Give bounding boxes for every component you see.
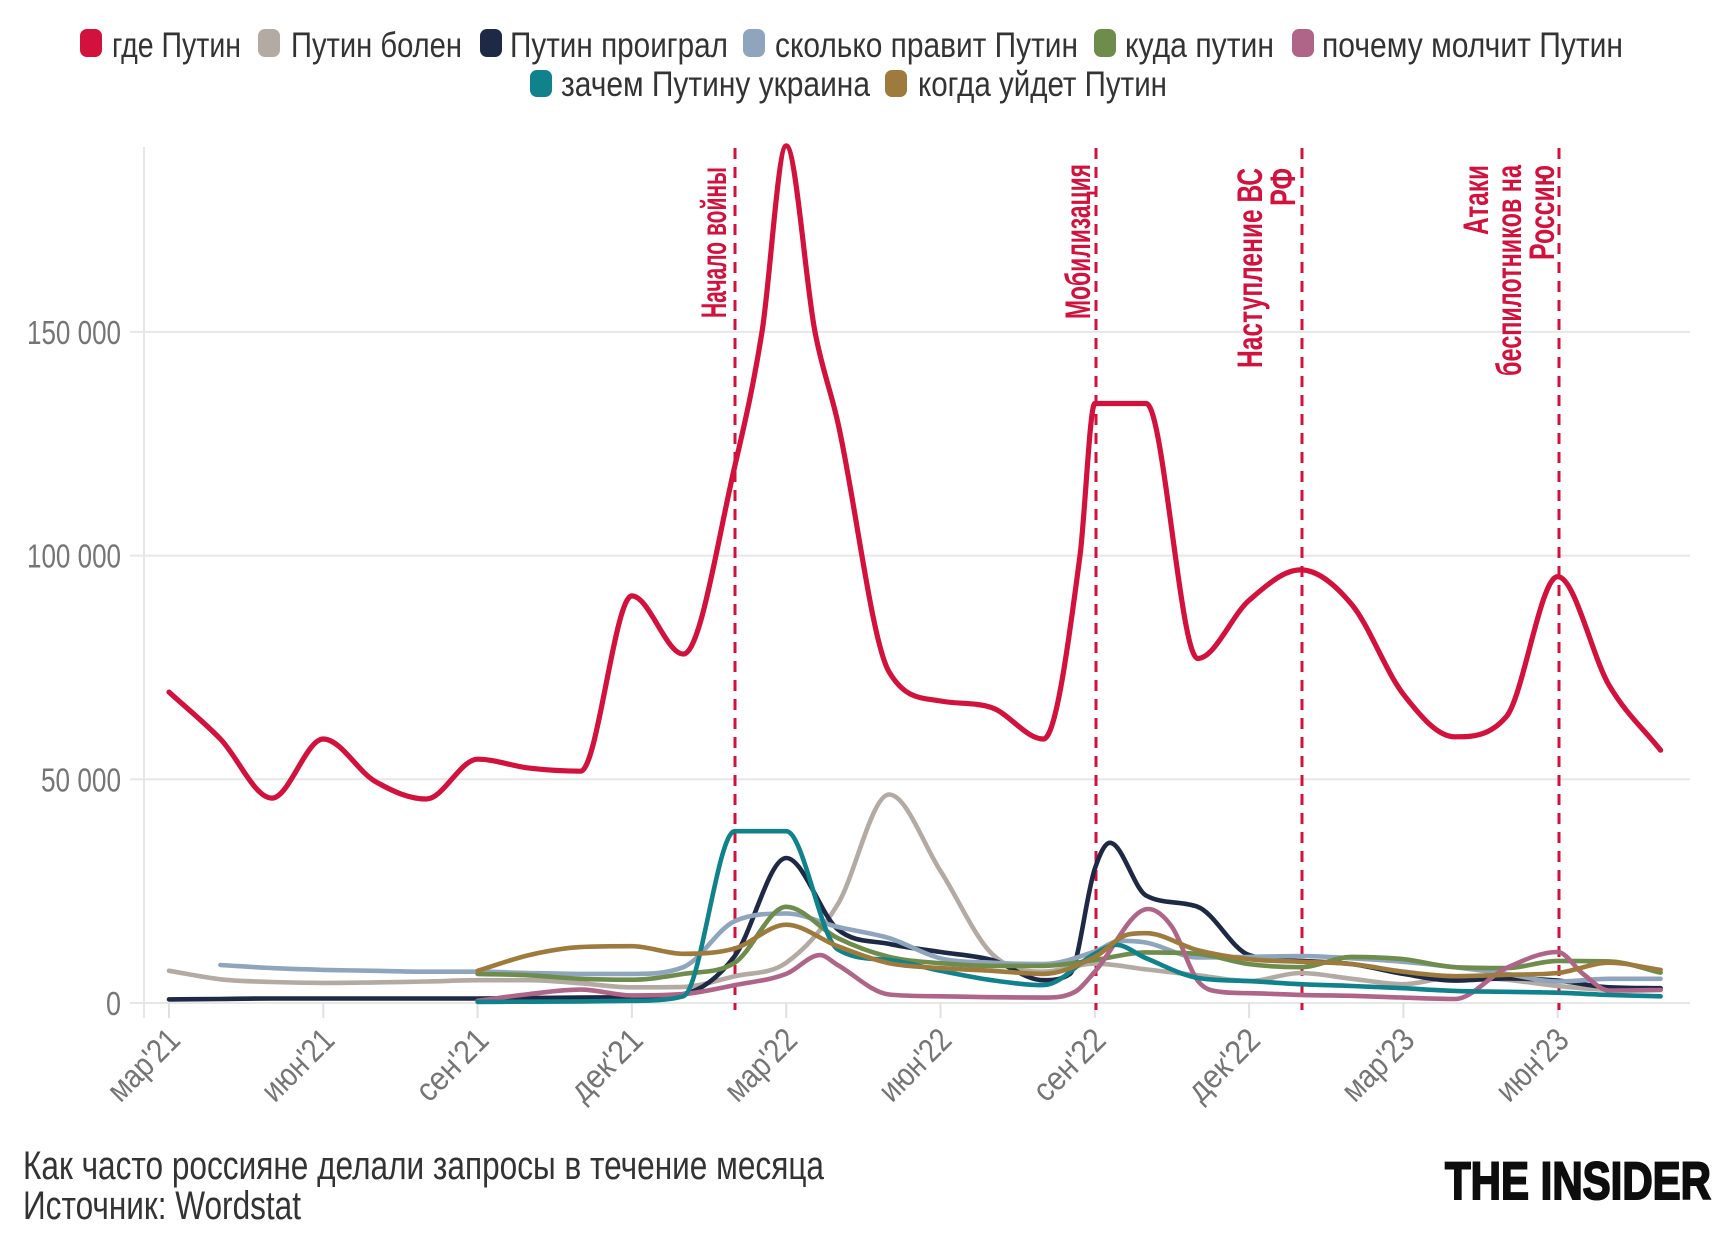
svg-text:Как часто россияне делали запр: Как часто россияне делали запросы в тече…	[23, 1144, 825, 1188]
svg-text:где Путин: где Путин	[112, 26, 241, 65]
svg-text:зачем Путину украина: зачем Путину украина	[561, 65, 870, 104]
svg-text:когда уйдет Путин: когда уйдет Путин	[918, 65, 1167, 104]
svg-text:THE INSIDER: THE INSIDER	[1445, 1152, 1711, 1211]
svg-text:150 000: 150 000	[27, 314, 121, 351]
svg-text:Источник: Wordstat: Источник: Wordstat	[23, 1184, 301, 1228]
svg-text:Начало войны: Начало войны	[695, 167, 734, 318]
svg-text:куда путин: куда путин	[1125, 26, 1274, 65]
svg-text:Мобилизация: Мобилизация	[1059, 164, 1098, 319]
svg-text:почему молчит Путин: почему молчит Путин	[1322, 26, 1623, 65]
svg-text:100 000: 100 000	[27, 538, 121, 575]
svg-text:сколько правит Путин: сколько правит Путин	[775, 26, 1078, 65]
svg-text:Атакибеспилотников наРоссию: Атакибеспилотников наРоссию	[1457, 165, 1562, 376]
svg-text:0: 0	[106, 985, 121, 1022]
svg-text:Путин болен: Путин болен	[291, 26, 462, 65]
svg-text:Наступление ВСРФ: Наступление ВСРФ	[1231, 168, 1303, 368]
svg-text:Путин проиграл: Путин проиграл	[510, 26, 728, 65]
svg-text:50 000: 50 000	[41, 761, 121, 798]
